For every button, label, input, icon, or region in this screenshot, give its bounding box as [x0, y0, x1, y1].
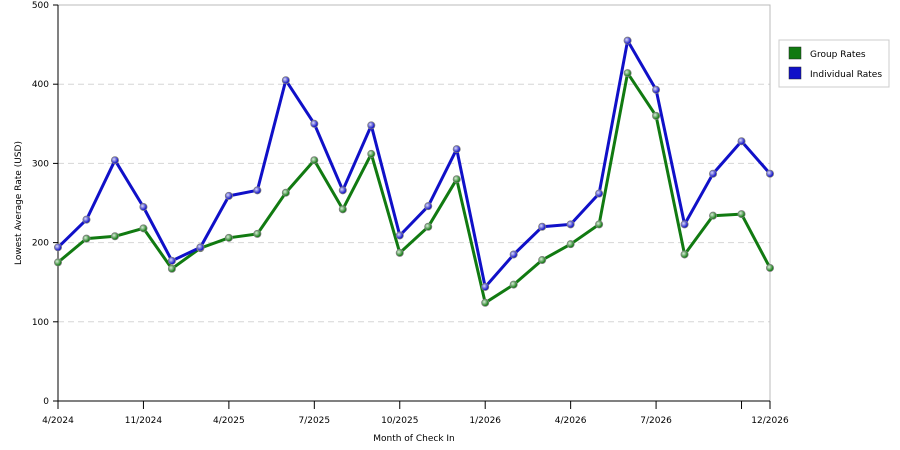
- legend-swatch-group-rates: [788, 46, 802, 60]
- x-tick-label: 1/2026: [469, 416, 501, 426]
- legend-label-group-rates: Group Rates: [810, 50, 866, 60]
- data-point-highlight: [83, 235, 90, 242]
- data-point-highlight: [339, 187, 346, 194]
- legend-label-individual-rates: Individual Rates: [810, 70, 882, 80]
- data-point-highlight: [482, 299, 489, 306]
- data-point-highlight: [595, 190, 603, 197]
- series-layer: [54, 36, 775, 307]
- data-point-highlight: [766, 170, 774, 177]
- tick-labels: 0 100 200 300 400 500 4/2024 11/2024 4/2025 7/202…: [32, 1, 789, 426]
- data-point-highlight: [766, 264, 774, 272]
- data-point-highlight: [425, 202, 432, 210]
- data-point-highlight: [83, 216, 90, 223]
- data-point-highlight: [681, 221, 688, 228]
- data-point-highlight: [368, 122, 375, 129]
- data-point-highlight: [396, 249, 403, 257]
- x-axis-title: Month of Check In: [373, 434, 455, 444]
- data-point-highlight: [282, 189, 290, 196]
- data-point-highlight: [54, 259, 62, 266]
- series-line-individual-rates: [56, 39, 772, 289]
- y-axis-title: Lowest Average Rate (USD): [14, 141, 24, 265]
- data-point-highlight: [282, 77, 290, 84]
- x-tick-label: 12/2026: [751, 416, 789, 426]
- data-point-highlight: [168, 257, 176, 265]
- data-point-highlight: [510, 281, 517, 288]
- data-point-highlight: [425, 223, 432, 230]
- data-point-highlight: [168, 265, 176, 272]
- data-point-highlight: [396, 232, 403, 239]
- legend-swatch-individual-rates: [788, 66, 802, 80]
- plot-frame: [57, 4, 771, 402]
- x-tick-label: 11/2024: [125, 416, 163, 426]
- data-point-highlight: [681, 251, 688, 258]
- data-point-highlight: [453, 176, 460, 183]
- data-point-highlight: [225, 234, 233, 242]
- x-tick-label: 4/2025: [213, 416, 245, 426]
- data-point-highlight: [738, 210, 745, 218]
- x-tick-label: 4/2024: [42, 416, 74, 426]
- data-point-highlight: [54, 244, 62, 251]
- data-point-highlight: [368, 150, 375, 158]
- data-point-highlight: [482, 283, 489, 291]
- data-point-highlight: [567, 221, 574, 228]
- y-tick-label: 300: [32, 159, 49, 169]
- data-point-highlight: [624, 37, 631, 44]
- data-point-highlight: [339, 206, 346, 213]
- x-tick-label: 4/2026: [555, 416, 587, 426]
- data-point-highlight: [254, 230, 261, 238]
- data-point-highlight: [197, 244, 204, 251]
- axes: [53, 4, 771, 409]
- data-point-highlight: [111, 233, 119, 240]
- data-point-highlight: [111, 157, 119, 164]
- data-point-highlight: [538, 223, 546, 230]
- legend: Group Rates Individual Rates: [778, 39, 890, 88]
- series-line-group-rates: [56, 71, 772, 305]
- y-tick-label: 400: [32, 80, 49, 90]
- data-point-highlight: [652, 86, 660, 93]
- data-point-highlight: [254, 187, 261, 194]
- data-point-highlight: [311, 120, 318, 128]
- data-point-highlight: [652, 112, 660, 120]
- y-tick-label: 0: [43, 397, 49, 407]
- data-point-highlight: [624, 69, 631, 77]
- data-point-highlight: [709, 170, 717, 177]
- data-point-highlight: [140, 203, 147, 211]
- x-tick-label: 7/2026: [640, 416, 672, 426]
- data-point-highlight: [311, 157, 318, 164]
- y-tick-label: 100: [32, 318, 49, 328]
- data-point-highlight: [595, 221, 603, 228]
- data-point-highlight: [453, 145, 460, 153]
- x-tick-label: 7/2025: [298, 416, 330, 426]
- data-point-highlight: [567, 240, 574, 248]
- data-point-highlight: [225, 192, 233, 200]
- y-tick-label: 500: [32, 1, 49, 11]
- data-point-highlight: [140, 225, 147, 232]
- data-point-highlight: [510, 251, 517, 258]
- data-point-highlight: [538, 256, 546, 264]
- data-point-highlight: [709, 212, 717, 219]
- y-tick-label: 200: [32, 239, 49, 249]
- x-tick-label: 10/2025: [381, 416, 418, 426]
- data-point-highlight: [738, 138, 745, 145]
